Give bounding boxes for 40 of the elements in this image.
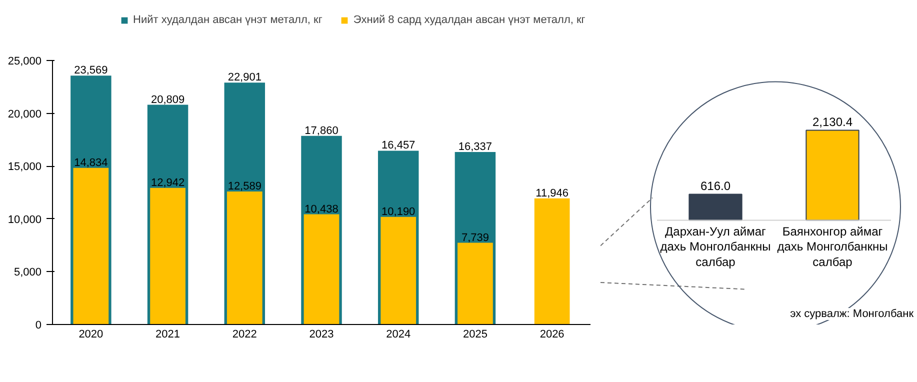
bar <box>380 216 416 324</box>
legend-label: Эхний 8 сард худалдан авсан үнэт металл, кг <box>353 14 586 26</box>
y-tick-label: 15,000 <box>8 161 42 174</box>
bar <box>226 192 262 324</box>
legend-label: Нийт худалдан авсан үнэт металл, кг <box>133 14 322 26</box>
data-label: 22,901 <box>228 72 262 84</box>
x-tick-label: 2025 <box>462 328 488 340</box>
data-label: 16,457 <box>382 140 416 152</box>
bar <box>73 168 109 324</box>
x-tick-label: 2021 <box>156 328 180 340</box>
bar <box>150 188 186 324</box>
x-tick-label: 2020 <box>78 328 104 340</box>
data-label: 12,942 <box>150 176 185 189</box>
data-label: 10,190 <box>382 206 416 218</box>
bar <box>458 242 493 324</box>
y-tick-label: 25,000 <box>8 56 42 68</box>
data-label: 17,860 <box>304 124 338 137</box>
data-label: 10,438 <box>304 203 338 216</box>
data-label: 2,130.4 <box>812 115 853 130</box>
x-tick-label: 2024 <box>386 328 411 340</box>
data-label: 11,946 <box>536 187 568 200</box>
data-label: 12,589 <box>228 180 262 193</box>
x-tick-label: 2022 <box>232 328 257 340</box>
x-tick-label: 2026 <box>540 328 564 340</box>
data-label: 23,569 <box>74 64 108 77</box>
data-label: 20,809 <box>150 94 185 106</box>
data-label: 14,834 <box>74 156 108 169</box>
y-tick-label: 5,000 <box>14 266 42 279</box>
x-tick-label: 2023 <box>309 328 334 340</box>
bar <box>304 214 340 324</box>
bar <box>534 198 570 324</box>
data-label: 16,337 <box>458 140 492 153</box>
x-tick-label: Дархан-Уул аймаг дахь Монголбанкны салбар <box>660 224 771 270</box>
y-tick-label: 0 <box>35 320 42 332</box>
y-tick-label: 20,000 <box>8 108 42 120</box>
text: эх сурвалж: Монголбанк <box>790 308 914 320</box>
data-label: 616.0 <box>700 179 731 194</box>
x-tick-label: Баянхонгор аймаг дахь Монголбанкны салбар <box>777 224 888 270</box>
data-label: 7,739 <box>461 232 489 244</box>
y-tick-label: 10,000 <box>8 214 42 226</box>
